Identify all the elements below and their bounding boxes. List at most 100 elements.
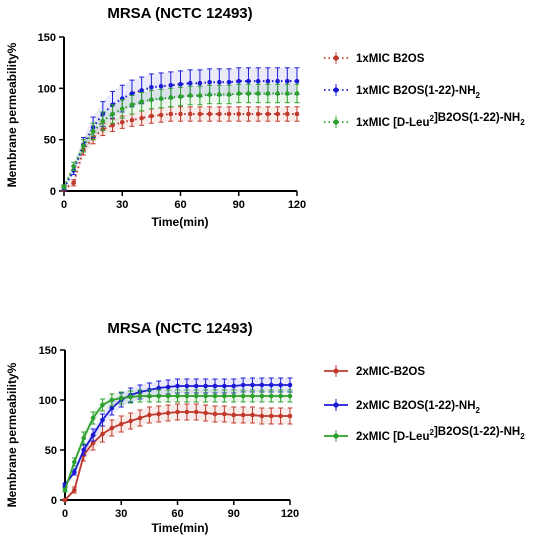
data-point (259, 382, 265, 388)
data-point (90, 415, 96, 421)
data-point (203, 410, 208, 416)
legend-marker (333, 87, 339, 93)
legend-marker (333, 55, 339, 61)
data-point (193, 383, 199, 389)
data-point (178, 94, 183, 99)
data-point (275, 91, 280, 96)
y-axis-label: Membrane permeability% (5, 42, 19, 187)
x-axis-label: Time(min) (151, 521, 208, 535)
x-tick-label: 0 (62, 508, 68, 520)
data-point (158, 112, 164, 118)
data-point (284, 91, 290, 96)
legend: 1xMIC B2OS 1xMIC B2OS(1-22)-NH2 1xMIC [D-L… (324, 52, 525, 129)
data-point (212, 383, 218, 389)
y-tick-label: 0 (51, 495, 57, 507)
data-point (158, 83, 164, 89)
data-point (61, 184, 67, 190)
data-point (175, 383, 180, 389)
data-point (156, 411, 162, 417)
data-point (100, 417, 105, 423)
data-point (197, 80, 203, 86)
data-point (212, 411, 218, 417)
y-tick-label: 0 (50, 186, 56, 198)
data-point (294, 91, 300, 96)
legend-label: 2xMIC-B2OS (356, 366, 425, 378)
data-point (268, 413, 274, 419)
legend: 2xMIC-B2OS 2xMIC B2OS(1-22)-NH2 2xMIC [D-L… (324, 365, 525, 443)
data-point (259, 413, 265, 419)
data-point (240, 382, 246, 388)
data-point (217, 111, 222, 117)
legend-marker (333, 119, 339, 125)
data-point (178, 111, 183, 117)
data-point (100, 431, 105, 437)
data-point (284, 111, 290, 117)
chart-title: MRSA (NCTC 12493) (107, 320, 252, 337)
data-point (265, 111, 271, 117)
data-point (129, 91, 135, 96)
data-point (81, 143, 86, 149)
chart-panel-bottom: MRSA (NCTC 12493) Time(min) Membrane per… (0, 270, 550, 540)
data-point (226, 79, 232, 85)
data-point (231, 412, 237, 418)
data-point (275, 111, 280, 117)
data-point (168, 111, 174, 117)
data-point (90, 432, 96, 438)
data-point (203, 393, 208, 399)
data-point (62, 497, 68, 503)
data-point (187, 93, 193, 98)
data-point (184, 383, 190, 389)
legend-label: 1xMIC B2OS(1-22)-NH2 (356, 85, 481, 100)
data-point (287, 382, 293, 388)
x-tick-label: 0 (61, 199, 67, 211)
data-point (268, 393, 274, 399)
y-tick-label: 150 (38, 32, 56, 44)
x-tick-label: 120 (288, 199, 306, 211)
data-point (294, 111, 300, 117)
data-point (265, 78, 271, 84)
data-point (139, 88, 144, 93)
data-point (110, 122, 115, 128)
data-point (128, 418, 133, 424)
data-point (128, 394, 133, 400)
data-point (72, 459, 77, 465)
x-tick-label: 90 (228, 508, 240, 520)
data-point (193, 393, 199, 399)
data-point (71, 180, 77, 186)
data-point (236, 78, 242, 84)
data-point (197, 111, 203, 117)
y-tick-label: 100 (38, 83, 56, 95)
data-point (168, 95, 174, 100)
data-point (268, 382, 274, 388)
data-point (156, 393, 162, 399)
x-tick-label: 90 (233, 199, 245, 211)
data-point (287, 393, 293, 399)
data-point (207, 79, 212, 85)
data-point (137, 393, 143, 399)
data-point (278, 393, 283, 399)
data-point (197, 93, 203, 98)
data-point (212, 393, 218, 399)
legend-marker (333, 433, 339, 439)
data-point (193, 409, 199, 415)
legend-label: 2xMIC [D-Leu2]B2OS(1-22)-NH2 (356, 426, 525, 443)
data-point (284, 78, 290, 84)
data-point (222, 411, 227, 417)
data-point (207, 92, 212, 97)
data-point (255, 91, 261, 96)
data-point (222, 393, 227, 399)
chart-top: MRSA (NCTC 12493) Time(min) Membrane per… (5, 5, 525, 229)
data-point (250, 412, 255, 418)
data-point (178, 81, 183, 87)
data-point (250, 393, 255, 399)
data-point (246, 91, 251, 96)
data-point (226, 92, 232, 97)
data-point (139, 99, 144, 104)
legend-label: 1xMIC [D-Leu2]B2OS(1-22)-NH2 (356, 112, 525, 129)
plot-area: 0 30 60 90 120 0 50 100 150 (38, 32, 307, 211)
data-point (165, 410, 171, 416)
chart-panel-top: MRSA (NCTC 12493) Time(min) Membrane per… (0, 0, 550, 270)
data-point (137, 415, 143, 421)
data-point (278, 413, 283, 419)
data-point (119, 119, 125, 125)
